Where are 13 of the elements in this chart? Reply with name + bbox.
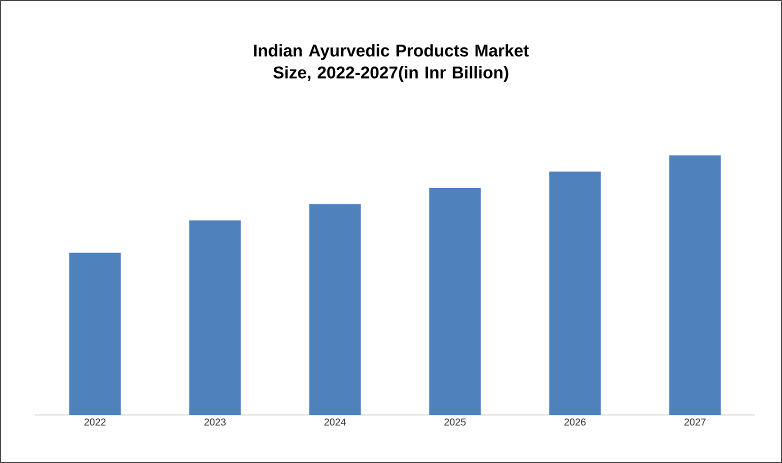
bar: [69, 252, 121, 415]
bar: [669, 155, 721, 415]
x-tick-label: 2023: [204, 418, 226, 426]
chart-title: Indian Ayurvedic Products Market Size, 2022-2027(in Inr Billion): [254, 44, 529, 82]
bar: [429, 188, 481, 415]
bar: [189, 220, 241, 415]
x-tick-label: 2022: [84, 418, 106, 426]
x-tick-label: 2027: [684, 418, 706, 426]
x-tick-label: 2026: [564, 418, 586, 426]
bar: [549, 172, 601, 415]
x-tick-label: 2025: [444, 418, 466, 426]
bar: [309, 204, 361, 415]
x-tick-label: 2024: [324, 418, 346, 426]
